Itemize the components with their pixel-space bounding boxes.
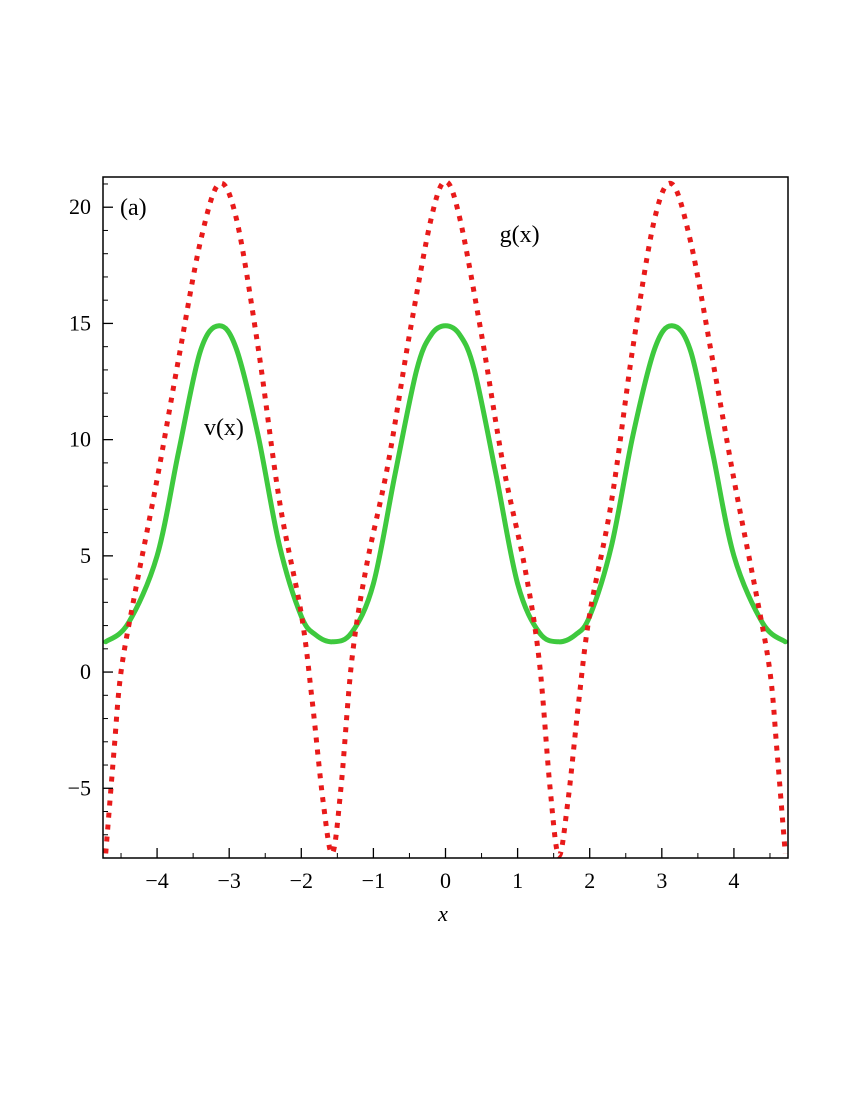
ticks-layer — [103, 183, 771, 858]
series-line-g — [103, 179, 788, 858]
x-tick-label: 1 — [512, 868, 523, 893]
x-tick-label: 2 — [584, 868, 595, 893]
x-tick-label: −1 — [362, 868, 385, 893]
labels-layer: −4 −3 −2 −1 0 1 2 3 4 −5 0 5 10 15 20 v(x) g(x) — [68, 194, 740, 893]
y-tick-label: 20 — [69, 194, 91, 219]
y-tick-label: 5 — [80, 543, 91, 568]
y-tick-label: 15 — [69, 310, 91, 335]
annotation-g: g(x) — [500, 222, 540, 248]
x-tick-label: −2 — [290, 868, 313, 893]
x-axis-title: x — [437, 901, 448, 926]
series-layer — [103, 179, 788, 858]
x-tick-label: 0 — [440, 868, 451, 893]
x-tick-label: −4 — [145, 868, 168, 893]
annotation-v: v(x) — [204, 415, 244, 441]
y-tick-label: −5 — [68, 775, 91, 800]
x-tick-label: 3 — [656, 868, 667, 893]
plot-frame — [102, 176, 789, 859]
x-tick-label: 4 — [728, 868, 739, 893]
x-tick-label: −3 — [217, 868, 240, 893]
series-line-v — [103, 323, 788, 645]
y-tick-label: 10 — [69, 427, 91, 452]
y-tick-label: 0 — [80, 659, 91, 684]
panel-label: (a) — [120, 195, 147, 221]
